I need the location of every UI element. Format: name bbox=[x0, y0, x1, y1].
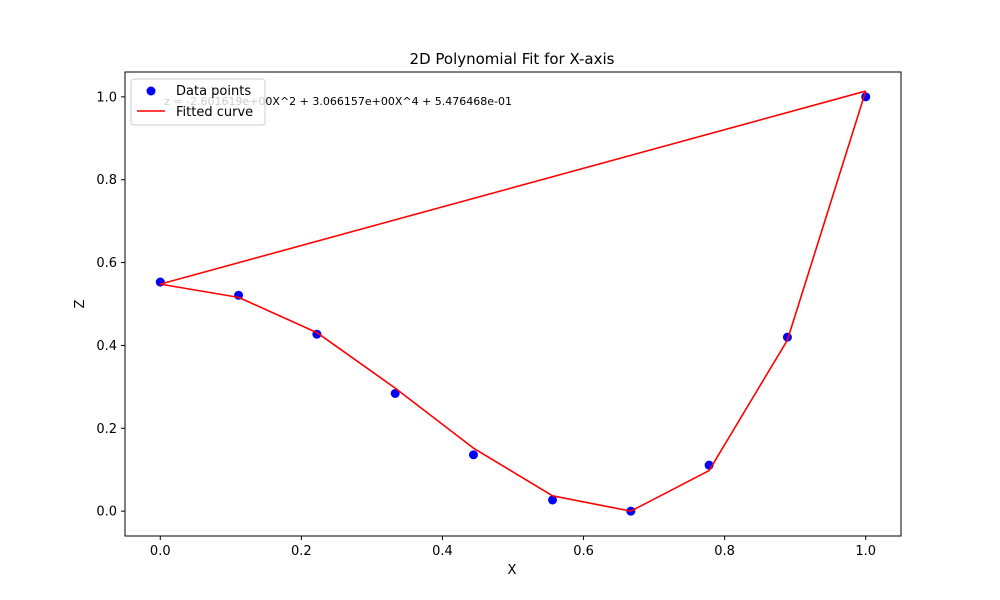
y-tick-label: 0.6 bbox=[96, 256, 117, 271]
legend-label-data-points: Data points bbox=[176, 84, 251, 99]
y-axis: 0.0 0.2 0.4 0.6 0.8 1.0 bbox=[96, 90, 125, 520]
plot-frame bbox=[124, 71, 902, 537]
fitted-curve-line bbox=[159, 90, 867, 512]
series-layer bbox=[155, 90, 871, 516]
x-tick-label: 0.8 bbox=[714, 544, 735, 559]
x-axis: 0.0 0.2 0.4 0.6 0.8 1.0 bbox=[150, 536, 876, 559]
y-tick-label: 0.8 bbox=[96, 173, 117, 188]
y-tick-label: 0.2 bbox=[96, 422, 117, 437]
data-point bbox=[468, 450, 478, 460]
legend-scatter-marker bbox=[146, 86, 156, 96]
legend: Data points Fitted curve bbox=[130, 78, 266, 126]
x-tick-label: 0.2 bbox=[291, 544, 312, 559]
y-tick-label: 0.4 bbox=[96, 339, 117, 354]
x-tick-label: 0.0 bbox=[150, 544, 171, 559]
y-tick-label: 0.0 bbox=[96, 505, 117, 520]
x-tick-label: 1.0 bbox=[855, 544, 876, 559]
legend-box bbox=[130, 78, 266, 126]
data-point bbox=[390, 388, 400, 398]
x-tick-label: 0.4 bbox=[432, 544, 453, 559]
x-axis-label: X bbox=[508, 563, 517, 578]
data-point bbox=[548, 495, 558, 505]
y-tick-label: 1.0 bbox=[96, 90, 117, 105]
y-axis-label: Z bbox=[73, 299, 88, 308]
legend-label-fitted-curve: Fitted curve bbox=[176, 105, 253, 120]
chart-title: 2D Polynomial Fit for X-axis bbox=[410, 50, 615, 68]
x-tick-label: 0.6 bbox=[573, 544, 594, 559]
